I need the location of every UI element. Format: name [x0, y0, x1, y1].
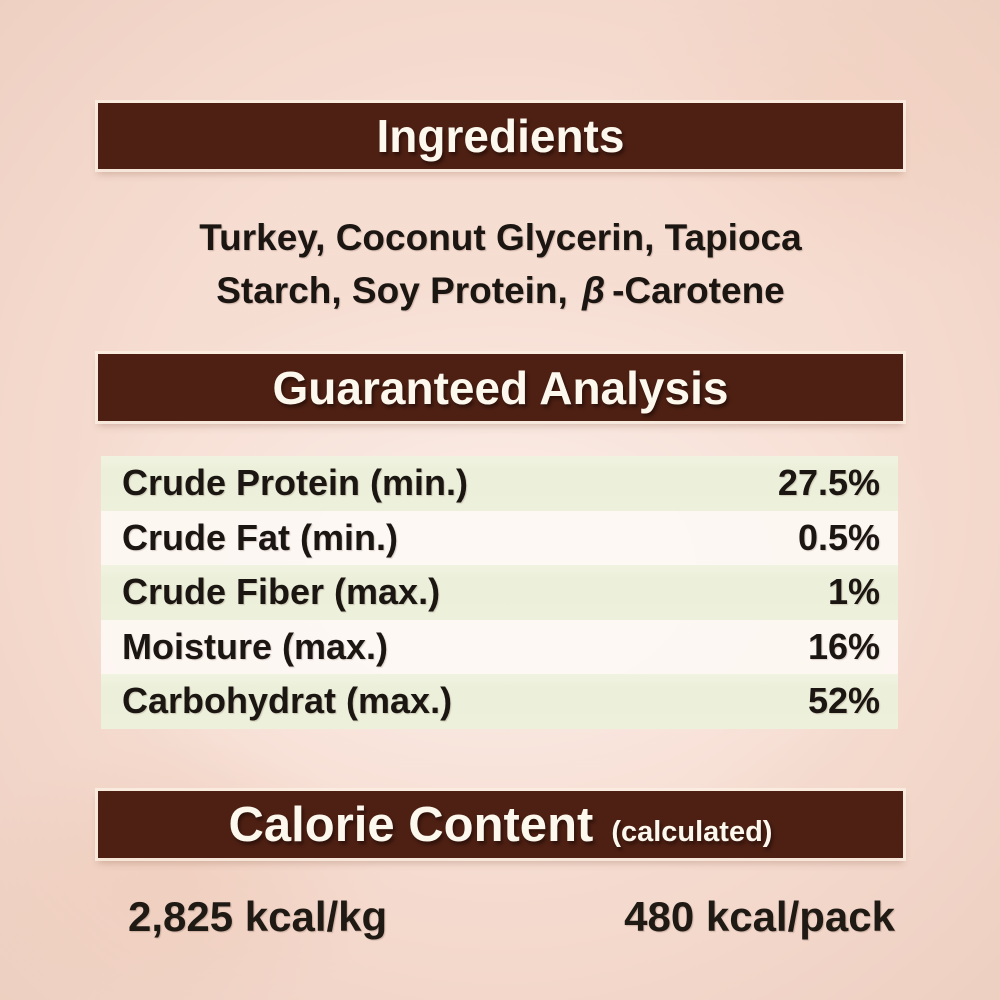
analysis-row-value: 16% — [807, 625, 880, 667]
table-row: Moisture (max.) 16% — [101, 619, 898, 674]
guaranteed-analysis-title: Guaranteed Analysis — [272, 361, 729, 414]
guaranteed-analysis-table: Crude Protein (min.) 27.5% Crude Fat (mi… — [101, 456, 898, 729]
beta-symbol: β — [582, 270, 606, 311]
calorie-content-title: Calorie Content — [228, 797, 594, 852]
calorie-values-row: 2,825 kcal/kg 480 kcal/pack — [98, 893, 903, 941]
analysis-row-value: 27.5% — [777, 462, 880, 504]
ingredients-line-2-prefix: Starch, Soy Protein, — [216, 270, 568, 311]
calories-per-pack: 480 kcal/pack — [624, 893, 895, 940]
analysis-row-value: 0.5% — [797, 516, 880, 558]
table-row: Crude Fiber (max.) 1% — [101, 565, 898, 620]
analysis-row-label: Crude Fat (min.) — [122, 516, 398, 558]
guaranteed-analysis-header-bar: Guaranteed Analysis — [98, 354, 903, 421]
table-row: Carbohydrat (max.) 52% — [101, 674, 898, 729]
ingredients-header-bar: Ingredients — [98, 103, 903, 169]
analysis-row-value: 52% — [807, 680, 880, 722]
ingredients-line-2: Starch, Soy Protein, β -Carotene — [98, 264, 903, 317]
table-row: Crude Fat (min.) 0.5% — [101, 510, 898, 565]
calorie-content-subtitle: (calculated) — [611, 815, 773, 848]
analysis-row-label: Crude Fiber (max.) — [122, 571, 441, 613]
calories-per-kg: 2,825 kcal/kg — [128, 893, 388, 940]
ingredients-line-2-suffix: -Carotene — [612, 270, 785, 311]
calorie-content-heading: Calorie Content (calculated) — [229, 797, 773, 853]
analysis-row-label: Moisture (max.) — [122, 625, 389, 667]
ingredients-line-1: Turkey, Coconut Glycerin, Tapioca — [199, 217, 802, 258]
table-row: Crude Protein (min.) 27.5% — [101, 456, 898, 511]
analysis-row-label: Crude Protein (min.) — [122, 462, 469, 504]
ingredients-title: Ingredients — [376, 110, 625, 162]
calorie-content-header-bar: Calorie Content (calculated) — [98, 791, 903, 858]
analysis-row-value: 1% — [827, 571, 880, 613]
ingredients-list: Turkey, Coconut Glycerin, Tapioca Starch… — [98, 211, 903, 317]
analysis-row-label: Carbohydrat (max.) — [122, 680, 453, 722]
